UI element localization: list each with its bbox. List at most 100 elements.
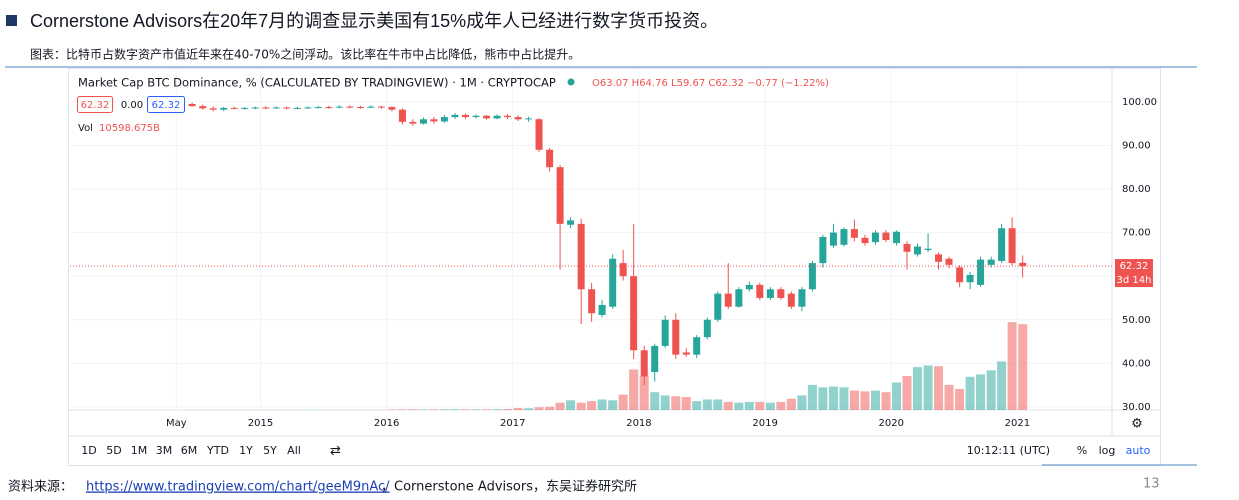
x-tick-label: 2021 (1005, 418, 1030, 429)
countdown-text: 3d 14h (1117, 275, 1152, 286)
candle-body (672, 319, 680, 355)
range-button[interactable]: 1D (81, 444, 96, 457)
volume-bar (397, 409, 407, 410)
status-dot (567, 78, 575, 86)
candle-body (493, 115, 501, 119)
candle-body (682, 352, 690, 355)
range-button[interactable]: 6M (181, 444, 198, 457)
candle-body (430, 119, 438, 122)
candle-body (367, 106, 375, 108)
candle-body (451, 114, 459, 118)
x-tick-label: 2017 (500, 418, 525, 429)
range-button[interactable]: 3M (156, 444, 173, 457)
candle-body (535, 119, 543, 150)
candle-body (325, 107, 333, 109)
volume-bar (902, 376, 912, 410)
volume-bar (429, 409, 439, 410)
candle-body (199, 106, 207, 109)
volume-bar (439, 409, 449, 410)
candle-body (661, 319, 669, 346)
x-tick-label: 2019 (752, 418, 777, 429)
candle-body (388, 107, 396, 110)
candle-body (756, 284, 764, 298)
volume-bar (1007, 322, 1017, 410)
candle-body (840, 229, 848, 245)
range-button[interactable]: YTD (206, 444, 229, 457)
volume-bar (744, 401, 754, 410)
title-bullet (6, 15, 17, 26)
source-link[interactable]: https://www.tradingview.com/chart/geeM9n… (86, 480, 390, 495)
candle-body (419, 119, 427, 124)
candle-body (998, 228, 1006, 261)
volume-bar (786, 398, 796, 410)
range-button[interactable]: 1M (131, 444, 148, 457)
candle-body (346, 106, 354, 108)
range-button[interactable]: 1Y (239, 444, 253, 457)
volume-bar (797, 395, 807, 410)
volume-bar (723, 401, 733, 410)
last-value: 62.32 (81, 100, 110, 111)
volume-bar (513, 407, 523, 410)
candle-body (977, 259, 985, 285)
candle-body (966, 274, 974, 283)
candle-body (209, 108, 217, 110)
volume-bar (986, 370, 996, 410)
slide-title: Cornerstone Advisors在20年7月的调查显示美国有15%成年人… (30, 11, 718, 31)
range-button[interactable]: All (287, 444, 301, 457)
volume-bar (923, 365, 933, 410)
clock: 10:12:11 (UTC) (967, 444, 1050, 457)
volume-bar (976, 374, 986, 410)
chart-title: Market Cap BTC Dominance, % (CALCULATED … (78, 76, 556, 90)
candle-body (546, 149, 554, 168)
volume-bar (849, 390, 859, 410)
volume-bar (545, 406, 555, 410)
last-price-text: 62.32 (1120, 261, 1149, 272)
candle-body (913, 246, 921, 255)
x-tick-label: 2015 (248, 418, 273, 429)
candle-body (703, 319, 711, 338)
volume-bar (471, 409, 481, 410)
y-tick-label: 70.00 (1122, 228, 1151, 239)
candle-body (871, 232, 879, 243)
page-number: 13 (1143, 477, 1160, 492)
candle-body (314, 107, 322, 109)
candle-body (935, 254, 943, 262)
settings-icon[interactable]: ⚙ (1131, 417, 1143, 432)
compare-icon[interactable]: ⇄ (330, 444, 341, 459)
volume-bar (860, 391, 870, 410)
candle-body (272, 107, 280, 109)
volume-bar (692, 401, 702, 410)
candle-body (735, 289, 743, 307)
candle-body (1008, 228, 1016, 264)
volume-bar (955, 388, 965, 410)
candle-body (693, 337, 701, 355)
x-tick-label: 2018 (626, 418, 651, 429)
candle-body (220, 107, 228, 110)
range-button[interactable]: 5Y (263, 444, 277, 457)
candle-body (472, 115, 480, 118)
volume-bar (828, 386, 838, 410)
y-tick-label: 100.00 (1122, 97, 1157, 108)
volume-bar (870, 390, 880, 410)
auto-button[interactable]: auto (1126, 444, 1151, 457)
volume-value: 10598.675B (99, 123, 160, 134)
volume-bar (408, 409, 418, 410)
volume-bar (912, 367, 922, 410)
log-button[interactable]: log (1099, 444, 1116, 457)
volume-bar (555, 402, 565, 410)
candle-body (514, 117, 522, 120)
percent-button[interactable]: % (1077, 444, 1087, 457)
last-box (77, 96, 113, 113)
volume-bar (597, 399, 607, 410)
candle-body (377, 106, 385, 108)
volume-bar (776, 401, 786, 410)
slide-subtitle: 图表：比特币占数字资产市值近年来在40-70%之间浮动。该比率在牛市中占比降低，… (30, 47, 580, 62)
volume-bar (629, 369, 639, 410)
y-tick-label: 50.00 (1122, 315, 1151, 326)
volume-bar (892, 382, 902, 410)
candle-body (567, 220, 575, 225)
volume-bar (997, 361, 1007, 410)
candle-body (798, 289, 806, 307)
range-button[interactable]: 5D (106, 444, 121, 457)
volume-bar (418, 409, 428, 410)
